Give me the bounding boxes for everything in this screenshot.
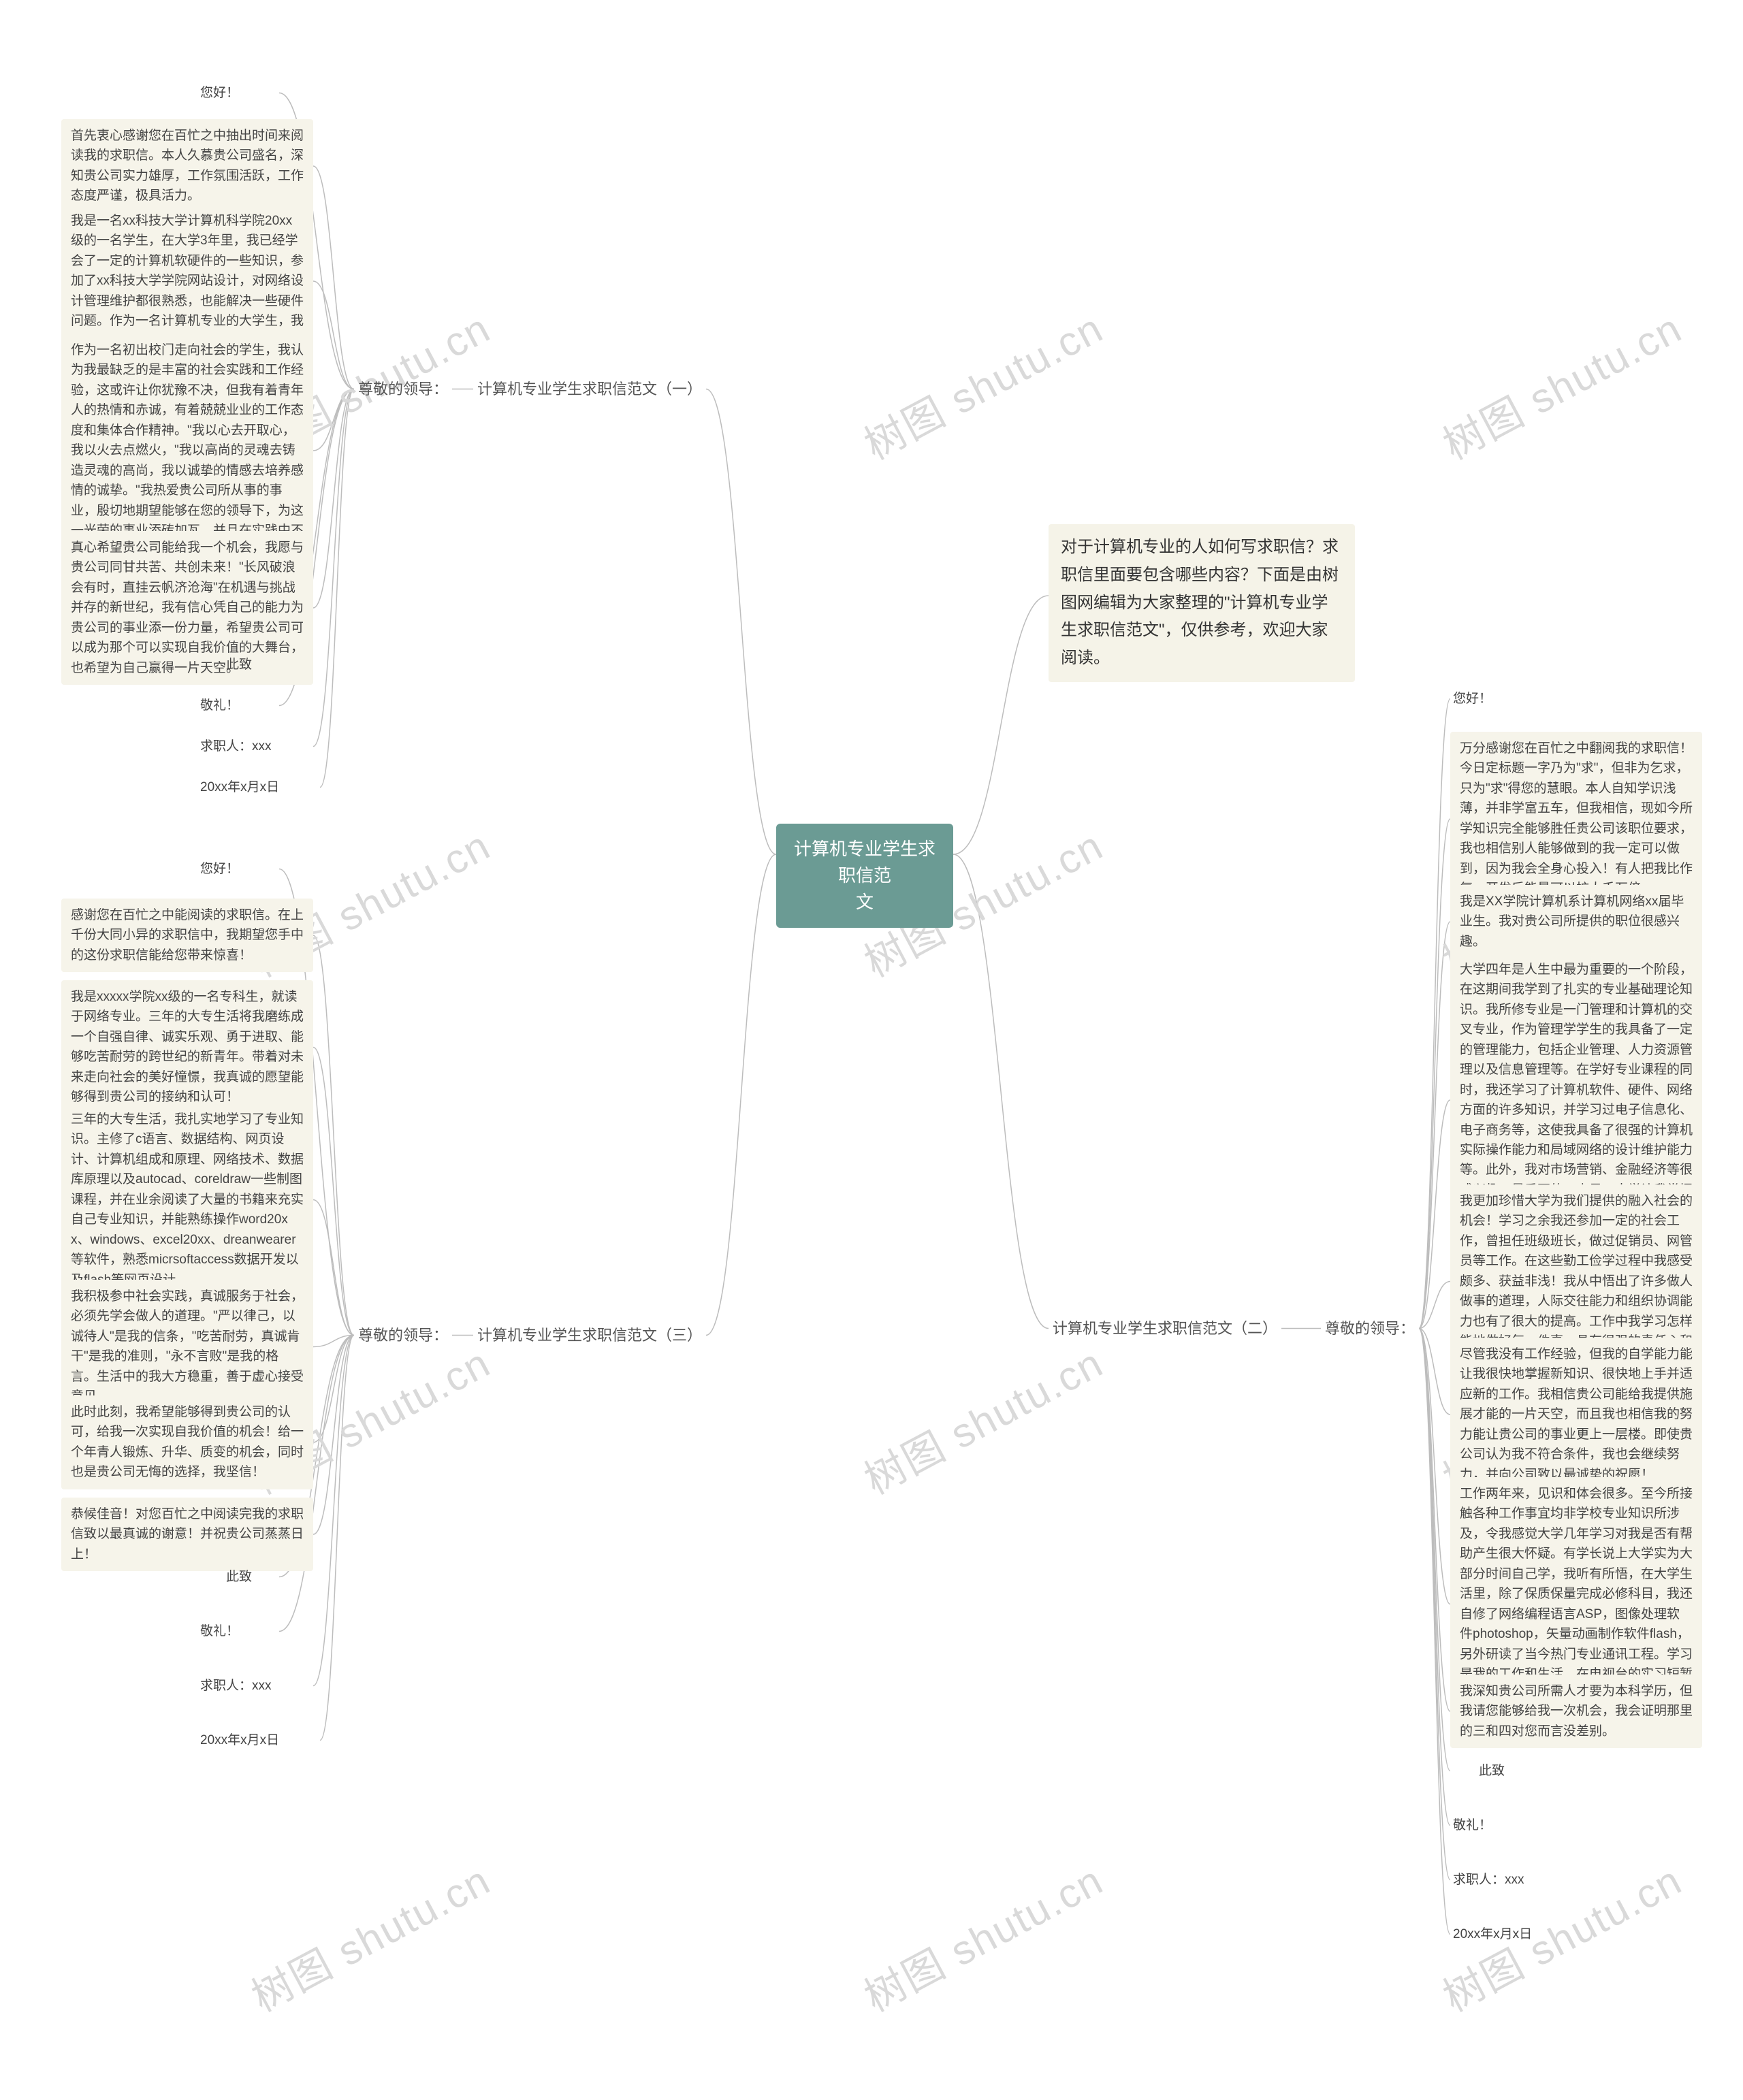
l2_1: 万分感谢您在百忙之中翻阅我的求职信！今日定标题一字乃为"求"，但非为乞求，只为"… <box>1450 732 1702 906</box>
watermark: 树图 shutu.cn <box>852 1848 1112 2024</box>
s3: 尊敬的领导： <box>354 1321 452 1350</box>
l2_10: 求职人：xxx <box>1450 1869 1566 1891</box>
l3_5: 此时此刻，我希望能够得到贵公司的认可，给我一次实现自我价值的机会！给一个年青人锻… <box>61 1395 313 1489</box>
l1_7: 求职人：xxx <box>197 735 313 758</box>
l2_8: 此致 <box>1450 1760 1532 1782</box>
l2_0: 您好！ <box>1450 688 1532 710</box>
b3: 计算机专业学生求职信范文（三） <box>473 1321 706 1350</box>
l2_2: 我是XX学院计算机系计算机网络xx届毕业生。我对贵公司所提供的职位很感兴趣。 <box>1450 885 1702 958</box>
l3_10: 20xx年x月x日 <box>197 1729 320 1751</box>
watermark: 树图 shutu.cn <box>852 296 1112 472</box>
l2_9: 敬礼！ <box>1450 1814 1532 1837</box>
root-node: 计算机专业学生求职信范 文 <box>776 824 953 928</box>
l3_9: 求职人：xxx <box>197 1675 313 1697</box>
l2_5: 尽管我没有工作经验，但我的自学能力能让我很快地掌握新知识、很快地上手并适应新的工… <box>1450 1338 1702 1491</box>
l2_11: 20xx年x月x日 <box>1450 1923 1573 1945</box>
l3_4: 我积极参中社会实践，真诚服务于社会，必须先学会做人的道理。"严以律己，以诚待人"… <box>61 1280 313 1414</box>
b1: 计算机专业学生求职信范文（一） <box>473 374 706 404</box>
l1_0: 您好！ <box>197 82 279 104</box>
intro-node: 对于计算机专业的人如何写求职信？求职信里面要包含哪些内容？下面是由树图网编辑为大… <box>1049 524 1355 682</box>
watermark: 树图 shutu.cn <box>240 1848 499 2024</box>
l3_2: 我是xxxxx学院xx级的一名专科生，就读于网络专业。三年的大专生活将我磨练成一… <box>61 980 313 1114</box>
l1_6: 敬礼！ <box>197 694 279 717</box>
l1_8: 20xx年x月x日 <box>197 776 320 798</box>
watermark: 树图 shutu.cn <box>852 1331 1112 1506</box>
l3_0: 您好！ <box>197 858 279 880</box>
l3_7: 此致 <box>197 1566 279 1588</box>
watermark: 树图 shutu.cn <box>1431 296 1691 472</box>
l1_5: 此致 <box>197 653 279 676</box>
l3_8: 敬礼！ <box>197 1620 279 1643</box>
l1_1: 首先衷心感谢您在百忙之中抽出时间来阅读我的求职信。本人久慕贵公司盛名，深知贵公司… <box>61 119 313 213</box>
l3_3: 三年的大专生活，我扎实地学习了专业知识。主修了c语言、数据结构、网页设计、计算机… <box>61 1103 313 1297</box>
s1: 尊敬的领导： <box>354 374 452 404</box>
l3_1: 感谢您在百忙之中能阅读的求职信。在上千份大同小异的求职信中，我期望您手中的这份求… <box>61 899 313 972</box>
l3_6: 恭候佳音！对您百忙之中阅读完我的求职信致以最真诚的谢意！并祝贵公司蒸蒸日上！ <box>61 1498 313 1571</box>
l2_7: 我深知贵公司所需人才要为本科学历，但我请您能够给我一次机会，我会证明那里的三和四… <box>1450 1675 1702 1748</box>
b2: 计算机专业学生求职信范文（二） <box>1049 1314 1281 1343</box>
s2: 尊敬的领导： <box>1321 1314 1419 1343</box>
mindmap-canvas: 树图 shutu.cn 树图 shutu.cn 树图 shutu.cn 树图 shut… <box>0 0 1743 2100</box>
